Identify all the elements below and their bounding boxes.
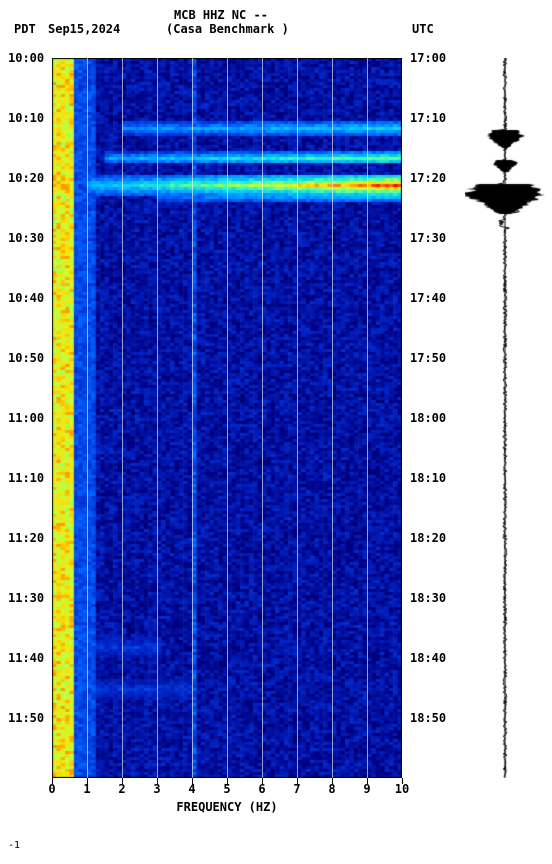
- y-right-tick: 17:20: [410, 171, 446, 185]
- y-left-tick: 10:10: [8, 111, 44, 125]
- x-tick-label: 10: [395, 782, 409, 796]
- x-tick-label: 2: [118, 782, 125, 796]
- x-tick-label: 5: [223, 782, 230, 796]
- x-tick-label: 3: [153, 782, 160, 796]
- y-axis-right-labels: 17:0017:1017:2017:3017:4017:5018:0018:10…: [410, 58, 452, 778]
- x-axis-labels: 012345678910: [52, 782, 402, 802]
- y-left-tick: 11:40: [8, 651, 44, 665]
- x-tick-label: 9: [363, 782, 370, 796]
- y-left-tick: 11:50: [8, 711, 44, 725]
- x-tick-label: 8: [328, 782, 335, 796]
- y-axis-left-labels: 10:0010:1010:2010:3010:4010:5011:0011:10…: [8, 58, 50, 778]
- corner-mark: -1: [8, 840, 20, 851]
- station-code: MCB HHZ NC --: [174, 8, 268, 22]
- x-tick-label: 6: [258, 782, 265, 796]
- y-right-tick: 18:20: [410, 531, 446, 545]
- y-right-tick: 17:10: [410, 111, 446, 125]
- date-label: Sep15,2024: [48, 22, 120, 36]
- x-tick-label: 4: [188, 782, 195, 796]
- y-right-tick: 17:50: [410, 351, 446, 365]
- x-tick-label: 0: [48, 782, 55, 796]
- y-left-tick: 10:30: [8, 231, 44, 245]
- y-left-tick: 11:20: [8, 531, 44, 545]
- x-tick-label: 7: [293, 782, 300, 796]
- y-right-tick: 18:40: [410, 651, 446, 665]
- y-right-tick: 17:40: [410, 291, 446, 305]
- y-right-tick: 18:50: [410, 711, 446, 725]
- y-left-tick: 10:40: [8, 291, 44, 305]
- y-right-tick: 17:00: [410, 51, 446, 65]
- y-left-tick: 11:00: [8, 411, 44, 425]
- x-tick-label: 1: [83, 782, 90, 796]
- y-left-tick: 10:20: [8, 171, 44, 185]
- y-left-tick: 10:00: [8, 51, 44, 65]
- y-right-tick: 17:30: [410, 231, 446, 245]
- tz-right-label: UTC: [412, 22, 434, 36]
- tz-left-label: PDT: [14, 22, 36, 36]
- waveform-canvas: [465, 58, 545, 778]
- y-left-tick: 11:30: [8, 591, 44, 605]
- y-right-tick: 18:00: [410, 411, 446, 425]
- spectrogram-plot: [52, 58, 402, 778]
- y-right-tick: 18:10: [410, 471, 446, 485]
- spectrogram-canvas: [52, 58, 402, 778]
- x-axis-title: FREQUENCY (HZ): [52, 800, 402, 814]
- y-left-tick: 10:50: [8, 351, 44, 365]
- y-left-tick: 11:10: [8, 471, 44, 485]
- station-name: (Casa Benchmark ): [166, 22, 289, 36]
- waveform-trace: [465, 58, 545, 778]
- y-right-tick: 18:30: [410, 591, 446, 605]
